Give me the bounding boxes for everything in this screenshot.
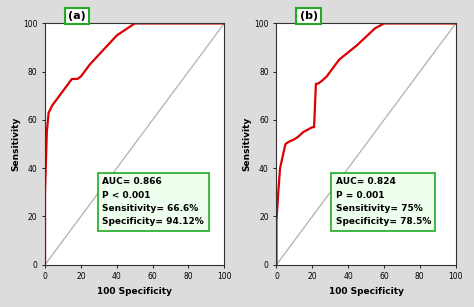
Y-axis label: Sensitivity: Sensitivity: [11, 117, 20, 171]
Text: (b): (b): [300, 11, 318, 21]
Text: (a): (a): [68, 11, 86, 21]
Text: AUC= 0.824
P = 0.001
Sensitivity= 75%
Specificity= 78.5%: AUC= 0.824 P = 0.001 Sensitivity= 75% Sp…: [336, 177, 431, 226]
X-axis label: 100 Specificity: 100 Specificity: [328, 287, 403, 296]
X-axis label: 100 Specificity: 100 Specificity: [97, 287, 172, 296]
Text: AUC= 0.866
P < 0.001
Sensitivity= 66.6%
Specificity= 94.12%: AUC= 0.866 P < 0.001 Sensitivity= 66.6% …: [102, 177, 204, 226]
Y-axis label: Sensitivity: Sensitivity: [243, 117, 252, 171]
